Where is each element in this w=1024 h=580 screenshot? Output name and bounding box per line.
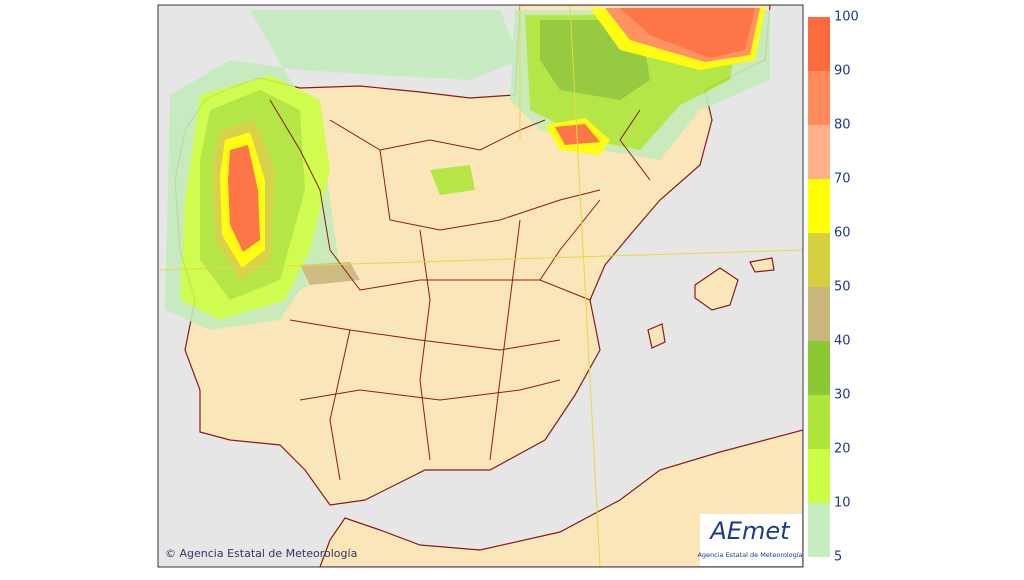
legend-label: 30 <box>834 388 851 403</box>
land-ibiza <box>647 323 666 349</box>
legend-label: 10 <box>834 496 851 511</box>
legend-swatch <box>808 503 830 557</box>
legend-label: 5 <box>834 550 842 565</box>
legend-label: 90 <box>834 64 851 79</box>
precipitation-areas <box>165 8 770 330</box>
legend: 5 10 20 30 40 50 60 70 80 90 100 <box>808 10 859 565</box>
legend-label: 20 <box>834 442 851 457</box>
logo: AEmet <box>708 517 791 545</box>
legend-label: 40 <box>834 334 851 349</box>
legend-label: 100 <box>834 10 859 25</box>
legend-label: 50 <box>834 280 851 295</box>
legend-swatch <box>808 71 830 125</box>
legend-swatch <box>808 449 830 503</box>
legend-swatch <box>808 125 830 179</box>
logo-subtitle: Agencia Estatal de Meteorología <box>697 551 802 559</box>
legend-swatch <box>808 233 830 287</box>
graticule <box>158 5 803 567</box>
legend-label: 70 <box>834 172 851 187</box>
legend-swatch <box>808 179 830 233</box>
legend-swatch <box>808 17 830 71</box>
credit: © Agencia Estatal de Meteorología <box>165 547 357 560</box>
map-frame <box>157 4 804 568</box>
logo-box <box>700 514 802 566</box>
legend-label: 80 <box>834 118 851 133</box>
legend-swatch <box>808 395 830 449</box>
province-borders <box>269 99 651 481</box>
land-africa <box>319 429 803 567</box>
legend-swatch <box>808 287 830 341</box>
map <box>158 5 803 567</box>
land-mallorca <box>694 267 739 311</box>
legend-swatch <box>808 341 830 395</box>
land-menorca <box>749 257 775 273</box>
legend-label: 60 <box>834 226 851 241</box>
